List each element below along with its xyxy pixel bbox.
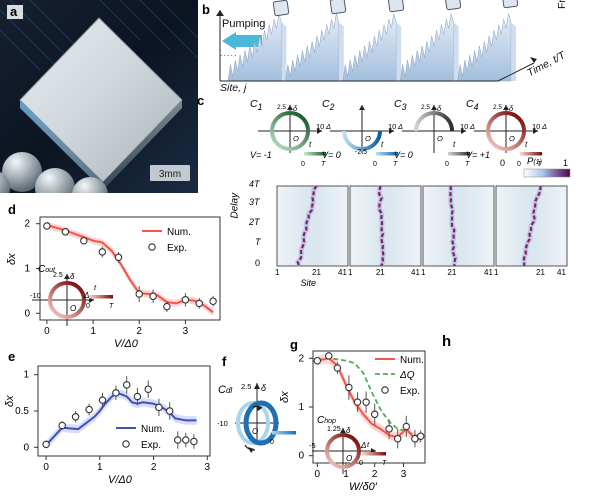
svg-text:2: 2 xyxy=(151,462,157,473)
svg-text:δ: δ xyxy=(437,104,442,113)
svg-text:O: O xyxy=(252,427,258,436)
svg-text:2.5: 2.5 xyxy=(53,272,63,279)
svg-text:Num.: Num. xyxy=(400,355,424,366)
svg-text:3mm: 3mm xyxy=(159,169,181,180)
svg-text:Δ: Δ xyxy=(360,441,366,450)
svg-text:2.5: 2.5 xyxy=(241,382,251,391)
svg-text:.....: ..... xyxy=(220,48,238,58)
svg-text:O: O xyxy=(70,304,76,313)
svg-text:3: 3 xyxy=(401,469,407,480)
svg-text:2.5: 2.5 xyxy=(493,104,502,111)
svg-text:2: 2 xyxy=(136,326,142,337)
svg-text:0: 0 xyxy=(23,442,29,453)
svg-text:Num.: Num. xyxy=(167,227,191,238)
svg-text:-10: -10 xyxy=(30,291,41,300)
svg-text:1.25: 1.25 xyxy=(327,426,341,433)
svg-text:0: 0 xyxy=(298,451,304,462)
svg-text:-2.5: -2.5 xyxy=(355,149,367,156)
svg-text:δ: δ xyxy=(293,104,298,113)
svg-text:10: 10 xyxy=(532,122,540,131)
svg-text:1: 1 xyxy=(298,402,304,413)
svg-text:O: O xyxy=(346,454,352,463)
svg-text:2: 2 xyxy=(298,353,304,364)
svg-text:δ: δ xyxy=(509,104,514,113)
svg-text:ΔQ: ΔQ xyxy=(399,370,415,381)
svg-text:δ: δ xyxy=(70,272,75,281)
svg-text:3: 3 xyxy=(183,326,189,337)
svg-text:Exp.: Exp. xyxy=(141,440,161,451)
svg-text:0.5: 0.5 xyxy=(15,406,29,417)
svg-text:O: O xyxy=(437,134,443,143)
svg-text:O: O xyxy=(293,134,299,143)
svg-text:δ: δ xyxy=(261,383,267,393)
svg-text:1: 1 xyxy=(97,462,103,473)
svg-text:Num.: Num. xyxy=(141,424,165,435)
svg-text:δ: δ xyxy=(346,426,351,435)
svg-text:Δ: Δ xyxy=(541,122,547,131)
svg-text:2.5: 2.5 xyxy=(277,104,286,111)
svg-text:-5: -5 xyxy=(309,441,316,450)
svg-text:Exp.: Exp. xyxy=(400,386,420,397)
svg-text:0: 0 xyxy=(43,462,49,473)
svg-text:1: 1 xyxy=(23,370,29,381)
svg-text:3: 3 xyxy=(205,462,211,473)
svg-text:Exp.: Exp. xyxy=(167,243,187,254)
svg-text:-10: -10 xyxy=(217,419,228,428)
svg-text:O: O xyxy=(509,134,515,143)
svg-text:2.5: 2.5 xyxy=(421,104,430,111)
svg-text:2: 2 xyxy=(24,219,30,230)
svg-text:O: O xyxy=(365,134,371,143)
